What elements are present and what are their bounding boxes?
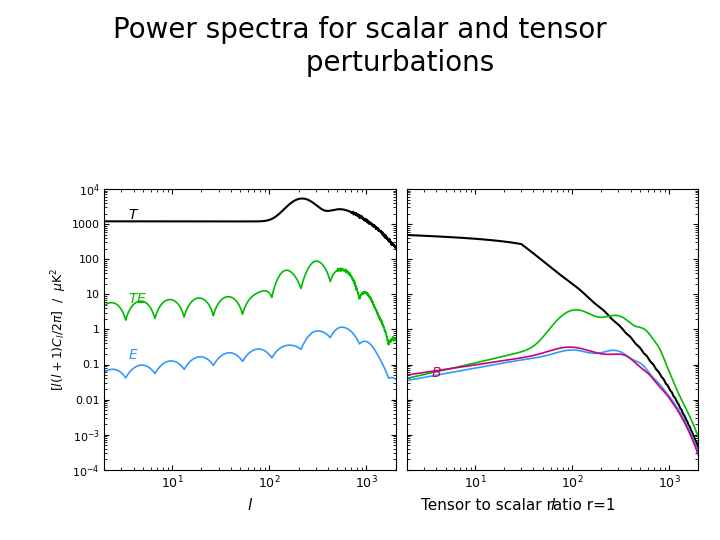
Text: Tensor to scalar ratio r=1: Tensor to scalar ratio r=1 (421, 498, 616, 513)
Text: Power spectra for scalar and tensor
         perturbations: Power spectra for scalar and tensor pert… (113, 16, 607, 77)
X-axis label: $l$: $l$ (550, 497, 556, 513)
Y-axis label: $[l(l+1)C_l/2\pi]$  /  $\mu$K$^2$: $[l(l+1)C_l/2\pi]$ / $\mu$K$^2$ (49, 268, 69, 391)
Text: $E$: $E$ (128, 348, 139, 362)
Text: $B$: $B$ (431, 366, 441, 380)
Text: $T$: $T$ (128, 208, 140, 222)
Text: $TE$: $TE$ (128, 293, 147, 306)
X-axis label: $l$: $l$ (247, 497, 253, 513)
